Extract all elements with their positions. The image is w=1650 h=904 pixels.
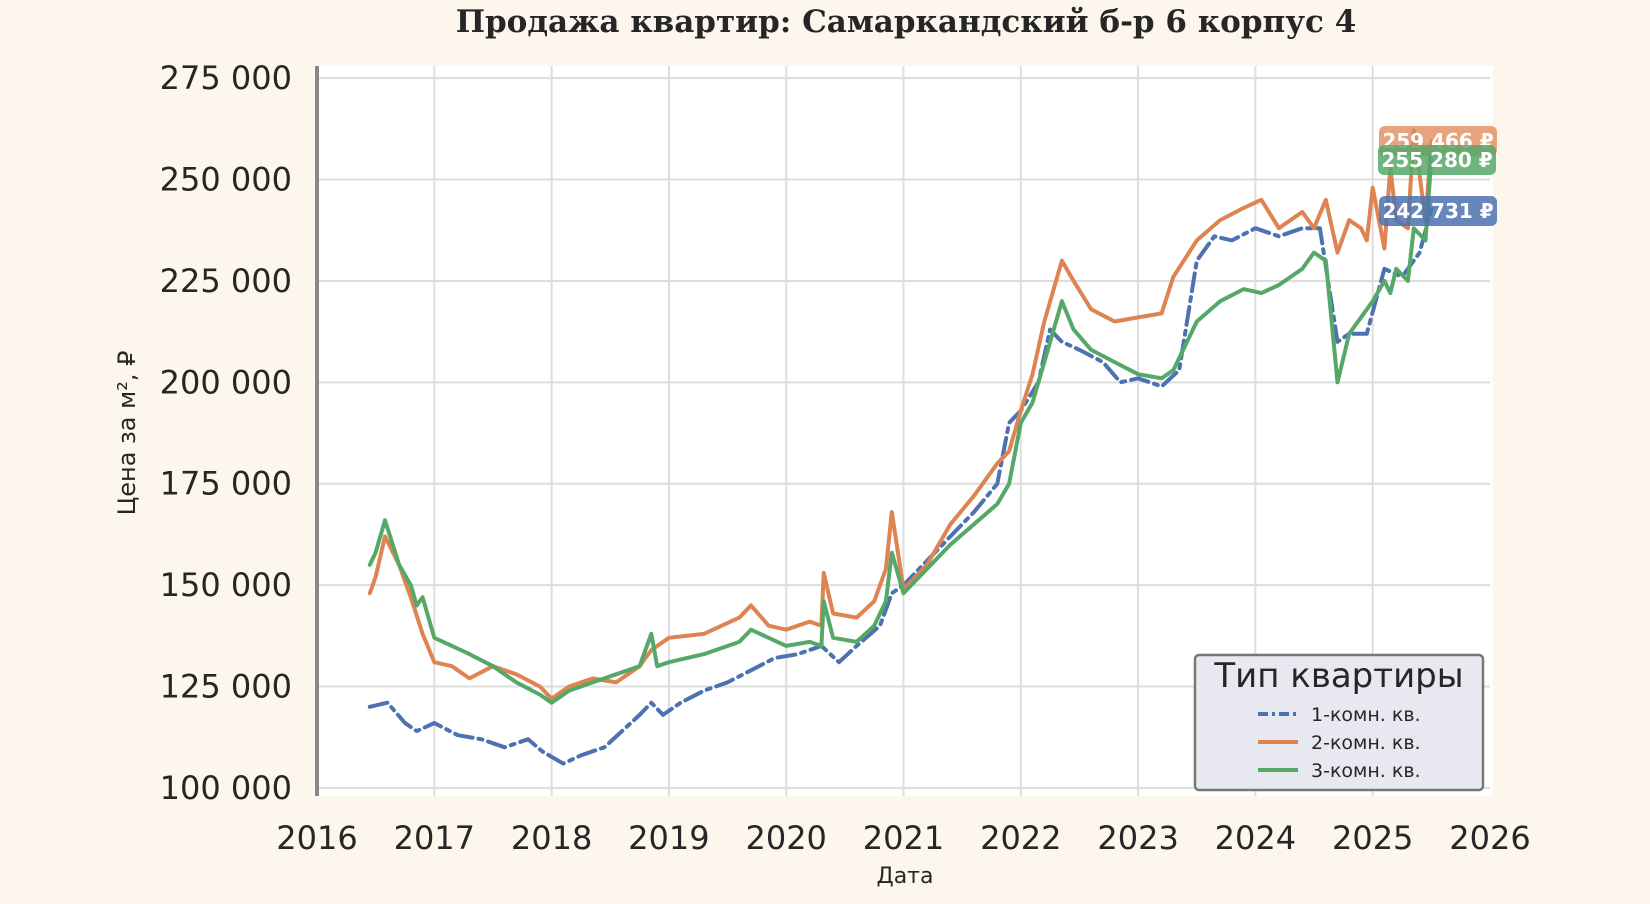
legend-box [1193,653,1485,792]
y-tick-label-100000: 100 000 [160,769,292,807]
x-tick-label-2016: 2016 [276,819,357,857]
y-tick-label-175000: 175 000 [160,465,292,503]
legend-label-1: 1-комн. кв. [1311,704,1421,726]
end-labels: 259 466 ₽255 280 ₽242 731 ₽ [1378,126,1497,226]
x-tick-label-2025: 2025 [1332,819,1413,857]
y-tick-label-275000: 275 000 [160,59,292,97]
x-tick-label-2021: 2021 [863,819,944,857]
y-tick-label-150000: 150 000 [160,566,292,604]
tick-labels: 2016 2017 2018 2019 2020 2021 2022 2023 2024 2025… [160,59,1531,857]
series-lines [367,128,1434,766]
x-tick-label-2026: 2026 [1449,819,1530,857]
y-tick-label-225000: 225 000 [160,262,292,300]
y-tick-label-250000: 250 000 [160,161,292,199]
legend-label-3: 3-комн. кв. [1311,760,1421,782]
legend-items: 1-комн. кв. 2-комн. кв. 3-комн. кв. [1258,704,1421,782]
end-label-1: 242 731 ₽ [1382,199,1493,223]
x-tick-label-2017: 2017 [394,819,475,857]
y-tick-label-125000: 125 000 [160,668,292,706]
legend-label-2: 2-комн. кв. [1311,732,1421,754]
x-tick-label-2020: 2020 [745,819,826,857]
x-tick-label-2022: 2022 [980,819,1061,857]
legend-title: Тип квартиры [1213,656,1463,696]
x-tick-label-2024: 2024 [1215,819,1296,857]
y-axis-label: Цена за м², ₽ [113,351,141,516]
x-axis-label: Дата [877,864,934,889]
x-tick-label-2023: 2023 [1097,819,1178,857]
y-tick-label-200000: 200 000 [160,363,292,401]
x-tick-label-2019: 2019 [628,819,709,857]
series-line-2 [367,128,1434,701]
series-line-1 [367,207,1434,766]
legend: Тип квартиры 1-комн. кв. 2-комн. кв. 3-ком… [1193,653,1485,792]
x-tick-label-2018: 2018 [511,819,592,857]
end-label-box-3 [1378,145,1496,175]
end-label-box-1 [1379,196,1497,226]
end-label-3: 255 280 ₽ [1381,148,1492,172]
chart-title: Продажа квартир: Самаркандский б-р 6 кор… [456,4,1357,40]
series-line-3 [367,156,1434,705]
